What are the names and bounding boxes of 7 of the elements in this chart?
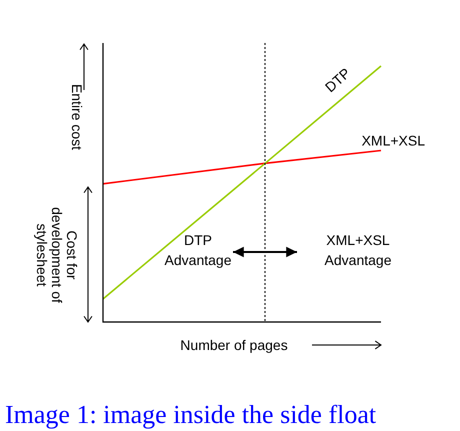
series-label: XML+XSL [362,132,426,148]
y-axis-title: Entire cost [69,84,86,150]
annotation: DTP Advantage [164,232,232,268]
x-axis-title: Number of pages [180,336,288,353]
annotation: XML+XSL Advantage [324,232,392,268]
text: Image 1: image inside the side float [5,400,377,429]
text: Cost for development of stylesheet [34,207,80,303]
